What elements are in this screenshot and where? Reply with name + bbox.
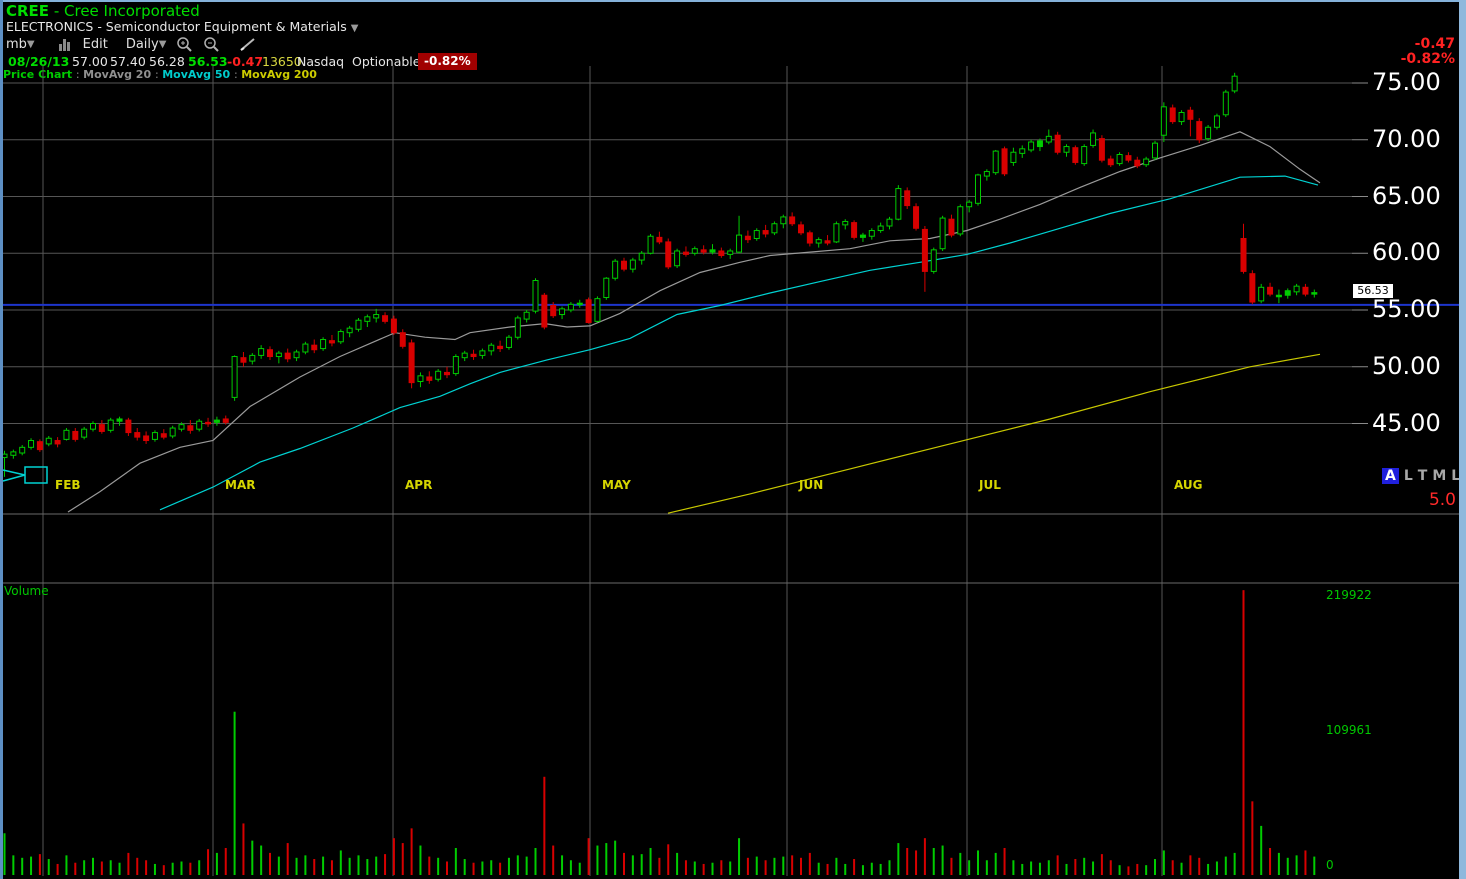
month-label: JUN (799, 478, 824, 492)
zoom-out-icon[interactable] (203, 36, 220, 53)
ma50-line (159, 175, 1319, 511)
layout-menu-button[interactable]: mb ▼ (6, 37, 35, 52)
volume-axis-label: 109961 (1326, 723, 1372, 737)
price-axis-label: 50.00 (1372, 351, 1441, 380)
volume-axis-label: 0 (1326, 858, 1334, 872)
ma20-line (67, 131, 1321, 513)
price-axis-label: 60.00 (1372, 238, 1441, 267)
change-percent-badge: -0.82% (418, 53, 477, 70)
legend-price-chart: Price Chart (3, 68, 73, 81)
price-axis-label: 55.00 (1372, 295, 1441, 323)
volume-pane-label: Volume (4, 584, 49, 598)
symbol-title: CREE - Cree Incorporated (6, 2, 200, 20)
company-name: Cree Incorporated (64, 2, 200, 20)
change-percent-value: -0.82% (1400, 51, 1455, 67)
zoom-preset-button[interactable]: L (1451, 468, 1461, 484)
month-label: JUL (979, 478, 1001, 492)
window-border-right (1459, 0, 1466, 879)
quote-high: 57.40 (110, 54, 146, 69)
last-price-marker: 56.53 (1353, 284, 1393, 298)
symbol: CREE (6, 2, 50, 20)
month-label: APR (405, 478, 433, 492)
window-border-top (0, 0, 1466, 2)
zoom-in-icon[interactable] (176, 36, 193, 53)
quote-volume: 13650 (262, 54, 302, 69)
zoom-preset-button[interactable]: M (1432, 468, 1447, 484)
edit-button[interactable]: Edit (82, 37, 108, 52)
header-change-readout: -0.47 -0.82% (1360, 37, 1455, 67)
range-label: 5.0 (1428, 490, 1456, 510)
volume-series (3, 590, 1316, 875)
quote-optionable: Optionable (352, 54, 421, 69)
quote-last: 56.53 (188, 54, 228, 69)
candlestick-series (1, 72, 1318, 477)
zoom-preset-button[interactable]: T (1417, 468, 1428, 484)
legend-ma20: MovAvg 20 (83, 68, 152, 81)
quote-date: 08/26/13 (8, 54, 70, 69)
chart-type-icon[interactable] (58, 38, 73, 51)
period-dropdown[interactable]: Daily ▼ (125, 37, 167, 52)
price-axis-label: 70.00 (1372, 124, 1441, 153)
month-label: MAY (602, 478, 631, 492)
toolbar: mb ▼ Edit Daily ▼ (6, 36, 268, 53)
zoom-preset-button[interactable]: A (1382, 468, 1399, 484)
draw-pencil-icon[interactable] (238, 36, 258, 53)
sector-label: ELECTRONICS - Semiconductor Equipment & … (6, 19, 347, 34)
price-axis-label: 75.00 (1372, 68, 1441, 96)
quote-open: 57.00 (72, 54, 108, 69)
zoom-preset-button[interactable]: L (1403, 468, 1413, 484)
ma200-line (667, 353, 1321, 514)
quote-exchange: Nasdaq (297, 54, 345, 69)
sector-dropdown[interactable]: ELECTRONICS - Semiconductor Equipment & … (6, 19, 358, 34)
symbol-separator: - (49, 2, 65, 20)
change-value: -0.47 (1414, 36, 1455, 52)
chevron-down-icon: ▼ (26, 39, 35, 50)
legend-ma200: MovAvg 200 (241, 68, 317, 81)
month-label: AUG (1174, 478, 1203, 492)
price-axis-label: 45.00 (1372, 408, 1441, 437)
quote-low: 56.28 (149, 54, 185, 69)
month-label: MAR (225, 478, 256, 492)
chevron-down-icon: ▼ (158, 39, 167, 50)
window-border-left (0, 0, 3, 879)
price-axis-label: 65.00 (1372, 181, 1441, 210)
quote-change: -0.47 (227, 54, 264, 69)
annotation-flag (2, 469, 26, 482)
month-label: FEB (55, 478, 81, 492)
annotation-flag (24, 466, 48, 484)
chevron-down-icon: ▼ (350, 23, 359, 34)
volume-axis-label: 219922 (1326, 588, 1372, 602)
